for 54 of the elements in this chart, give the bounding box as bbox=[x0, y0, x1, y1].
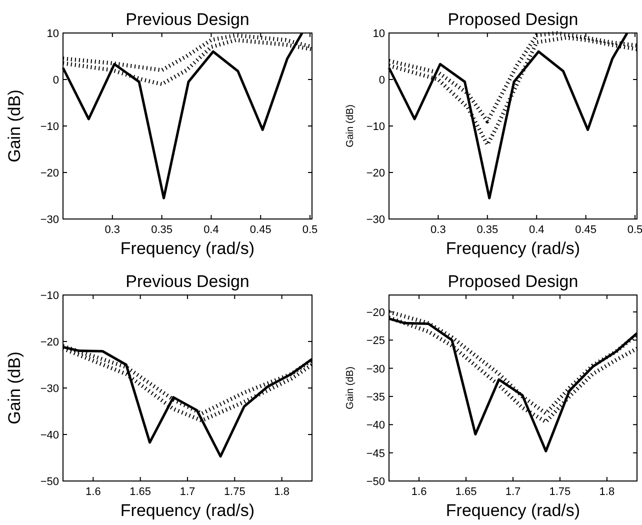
x-axis-title: Frequency (rad/s) bbox=[446, 501, 580, 520]
y-tick-label: −25 bbox=[366, 335, 385, 348]
y-tick-label: −10 bbox=[40, 290, 59, 302]
y-tick-label: −20 bbox=[366, 306, 385, 319]
chart-title: Previous Design bbox=[126, 10, 250, 29]
x-tick-label: 1.65 bbox=[455, 486, 477, 498]
y-tick-label: −20 bbox=[366, 168, 385, 180]
y-tick-label: −50 bbox=[40, 476, 59, 488]
chart-title: Previous Design bbox=[126, 272, 250, 291]
y-tick-label: −30 bbox=[366, 214, 385, 226]
y-tick-label: −30 bbox=[366, 363, 385, 376]
x-tick-label: 0.3 bbox=[430, 224, 446, 236]
x-tick-label: 1.7 bbox=[180, 486, 196, 498]
y-tick-label: 0 bbox=[52, 74, 59, 86]
x-tick-label: 1.75 bbox=[549, 486, 571, 498]
x-tick-label: 0.4 bbox=[528, 224, 544, 236]
chart-title: Proposed Design bbox=[448, 272, 578, 291]
x-axis-title: Frequency (rad/s) bbox=[120, 239, 255, 258]
x-tick-label: 0.45 bbox=[250, 224, 272, 236]
x-axis-title: Frequency (rad/s) bbox=[120, 501, 255, 520]
y-tick-label: −10 bbox=[366, 121, 385, 133]
y-axis-title: Gain (dB) bbox=[345, 366, 356, 410]
y-tick-label: −35 bbox=[366, 391, 385, 404]
y-axis-title: Gain (dB) bbox=[5, 90, 24, 162]
x-tick-label: 1.65 bbox=[130, 486, 152, 498]
x-tick-label: 1.8 bbox=[274, 486, 290, 498]
x-tick-label: 0.5 bbox=[302, 224, 318, 236]
y-tick-label: 10 bbox=[372, 28, 385, 40]
y-tick-label: −40 bbox=[366, 420, 385, 432]
chart-title: Proposed Design bbox=[448, 10, 578, 29]
x-tick-label: 1.6 bbox=[86, 486, 101, 498]
y-tick-label: 0 bbox=[378, 74, 385, 86]
y-tick-label: −45 bbox=[366, 448, 385, 460]
y-tick-label: 10 bbox=[46, 28, 59, 40]
x-tick-label: 0.45 bbox=[575, 224, 597, 236]
y-axis-title: Gain (dB) bbox=[345, 104, 356, 148]
y-tick-label: −30 bbox=[40, 383, 59, 395]
x-tick-label: 0.4 bbox=[204, 224, 219, 236]
x-axis-title: Frequency (rad/s) bbox=[446, 239, 580, 258]
y-tick-label: −50 bbox=[366, 476, 385, 488]
x-tick-label: 0.5 bbox=[627, 224, 642, 236]
x-tick-label: 0.35 bbox=[151, 224, 173, 236]
y-tick-label: −10 bbox=[40, 121, 59, 133]
x-tick-label: 0.3 bbox=[104, 224, 120, 236]
y-tick-label: −40 bbox=[40, 430, 59, 442]
x-tick-label: 1.75 bbox=[224, 486, 246, 498]
x-tick-label: 1.7 bbox=[505, 486, 521, 498]
y-tick-label: −20 bbox=[40, 336, 59, 348]
x-tick-label: 1.8 bbox=[599, 486, 615, 498]
y-axis-title: Gain (dB) bbox=[5, 352, 24, 424]
x-tick-label: 1.6 bbox=[411, 486, 427, 498]
x-tick-label: 0.35 bbox=[476, 224, 498, 236]
y-tick-label: −30 bbox=[40, 214, 59, 226]
y-tick-label: −20 bbox=[40, 168, 59, 180]
